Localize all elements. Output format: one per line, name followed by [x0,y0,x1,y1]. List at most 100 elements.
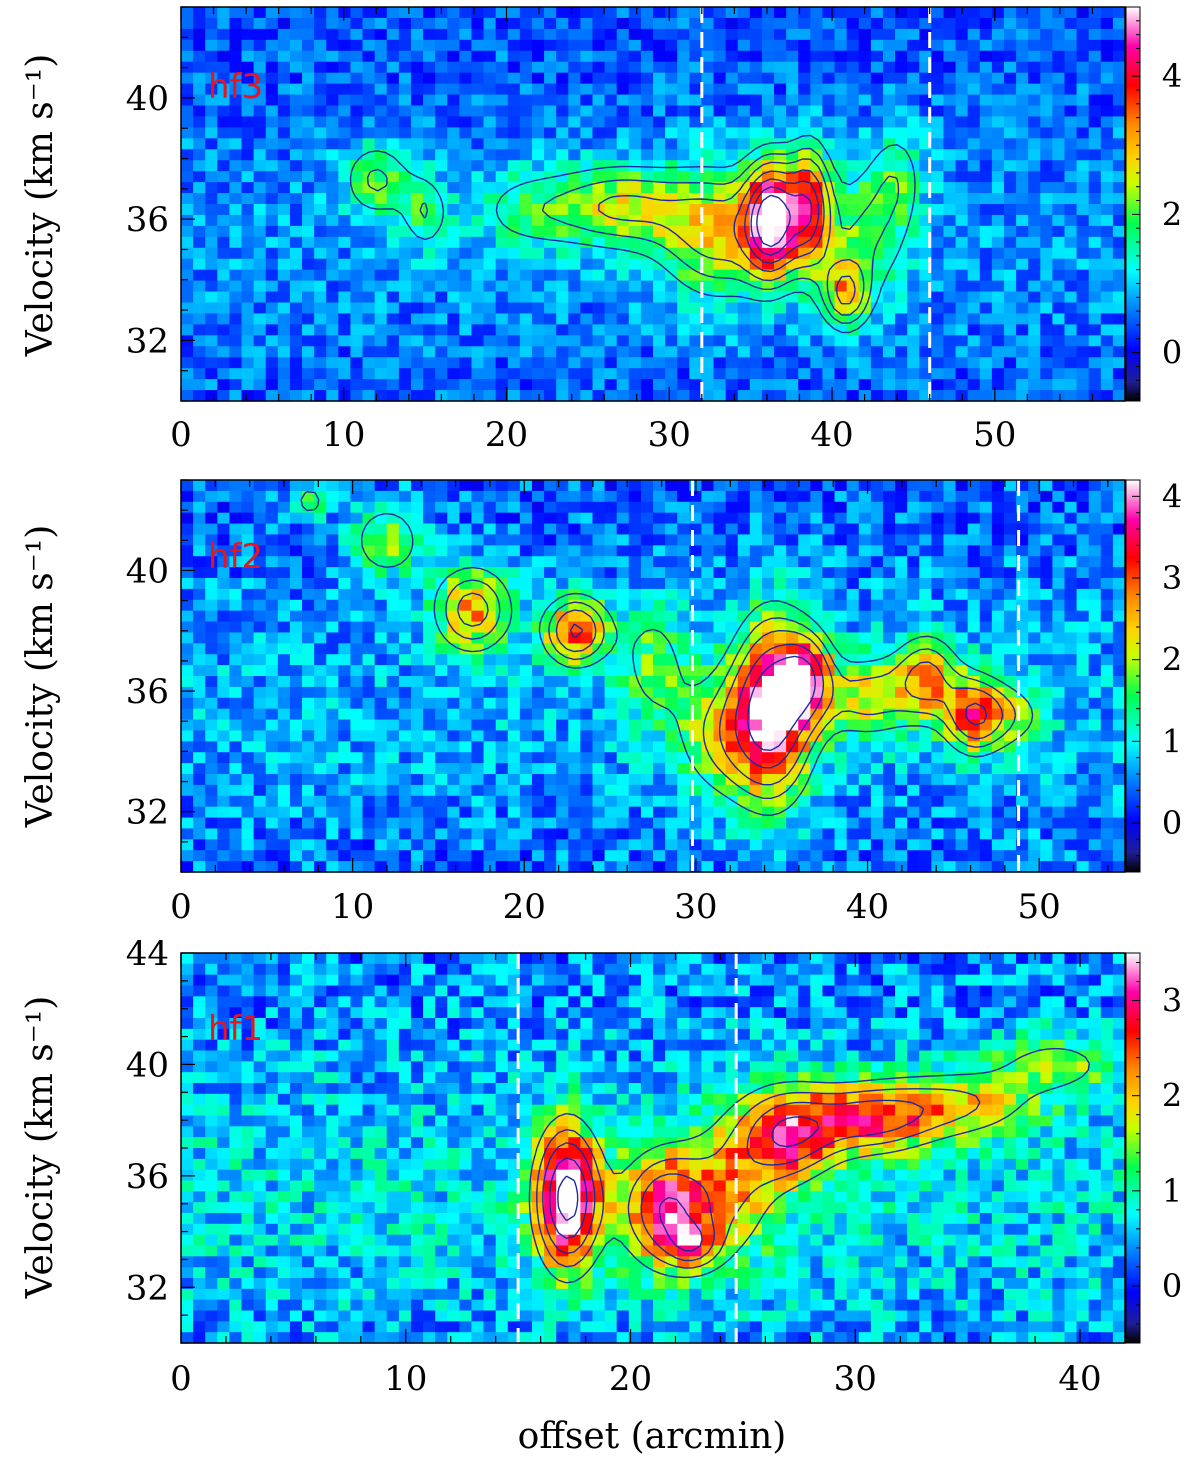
heatmap-cell [410,578,424,590]
heatmap-cell [725,632,739,644]
heatmap-cell [447,719,460,732]
heatmap-cell [943,7,957,19]
heatmap-cell [592,182,606,194]
heatmap-cell [1100,105,1114,118]
heatmap-cell [193,127,206,139]
heatmap-cell [580,116,594,128]
heatmap-cell [846,665,860,677]
heatmap-cell [931,171,945,183]
heatmap-cell [919,599,932,612]
heatmap-cell [810,280,824,293]
heatmap-cell [507,763,521,775]
heatmap-cell [653,17,666,30]
heatmap-cell [471,236,485,249]
heatmap-cell [991,116,1005,128]
heatmap-cell [544,654,557,666]
heatmap-cell [1052,523,1066,536]
heatmap-cell [253,17,267,30]
heatmap-cell [1112,61,1126,74]
heatmap-cell [568,523,581,536]
heatmap-cell [471,654,485,666]
heatmap-cell [701,512,715,525]
heatmap-cell [786,149,799,161]
heatmap-cell [1003,752,1017,764]
heatmap-cell [1100,665,1114,677]
heatmap-cell [943,313,957,325]
heatmap-cell [846,599,860,612]
heatmap-cell [507,665,521,677]
heatmap-cell [616,621,630,634]
heatmap-cell [858,39,872,52]
heatmap-cell [653,83,666,96]
heatmap-cell [362,50,376,63]
heatmap-cell [423,324,436,336]
heatmap-cell [447,28,460,41]
heatmap-cell [640,105,654,118]
heatmap-cell [725,291,739,304]
heatmap-cell [725,39,739,52]
heatmap-cell [289,545,303,557]
heatmap-cell [362,610,376,623]
heatmap-cell [544,490,557,503]
heatmap-cell [410,599,424,612]
heatmap-cell [374,578,388,590]
heatmap-cell [1100,556,1114,568]
heatmap-cell [967,567,981,579]
heatmap-cell [544,523,557,536]
heatmap-cell [604,258,618,271]
heatmap-cell [435,357,448,369]
heatmap-cell [277,214,291,227]
x-tick-label: 20 [485,415,528,455]
heatmap-cell [181,72,194,85]
heatmap-cell [1040,7,1053,19]
heatmap-cell [882,621,896,634]
heatmap-cell [919,610,932,623]
heatmap-cell [181,313,194,325]
heatmap-cell [1040,247,1053,260]
heatmap-cell [350,61,364,74]
heatmap-cell [471,105,485,118]
heatmap-cell [374,193,388,205]
heatmap-cell [882,160,896,172]
heatmap-cell [362,61,376,74]
heatmap-cell [386,17,400,30]
heatmap-cell [725,280,739,293]
heatmap-cell [1076,171,1090,183]
heatmap-cell [217,7,231,19]
heatmap-cell [943,567,957,579]
heatmap-cell [459,610,473,623]
heatmap-cell [205,346,218,358]
heatmap-cell [907,578,920,590]
heatmap-cell [1003,335,1017,347]
heatmap-cell [761,686,775,699]
heatmap-cell [217,665,231,677]
heatmap-cell [495,621,509,634]
heatmap-cell [737,578,751,590]
heatmap-cell [544,741,557,753]
heatmap-cell [604,127,618,139]
heatmap-cell [616,105,630,118]
heatmap-cell [181,719,194,732]
heatmap-cell [761,490,775,503]
heatmap-cell [568,225,581,238]
heatmap-cell [495,225,509,238]
heatmap-cell [749,225,763,238]
heatmap-cell [1064,280,1078,293]
heatmap-cell [229,171,243,183]
heatmap-cell [737,643,751,655]
heatmap-cell [568,94,581,107]
heatmap-cell [398,138,412,150]
heatmap-cell [229,324,243,336]
heatmap-cell [1028,390,1041,402]
heatmap-cell [1040,28,1053,41]
heatmap-cell [265,94,279,107]
heatmap-cell [398,556,412,568]
heatmap-cell [423,214,436,227]
heatmap-cell [604,17,618,30]
heatmap-cell [253,7,267,19]
heatmap-cell [386,512,400,525]
heatmap-cell [798,730,811,742]
heatmap-cell [1076,578,1090,590]
heatmap-cell [1076,588,1090,601]
heatmap-cell [519,280,533,293]
